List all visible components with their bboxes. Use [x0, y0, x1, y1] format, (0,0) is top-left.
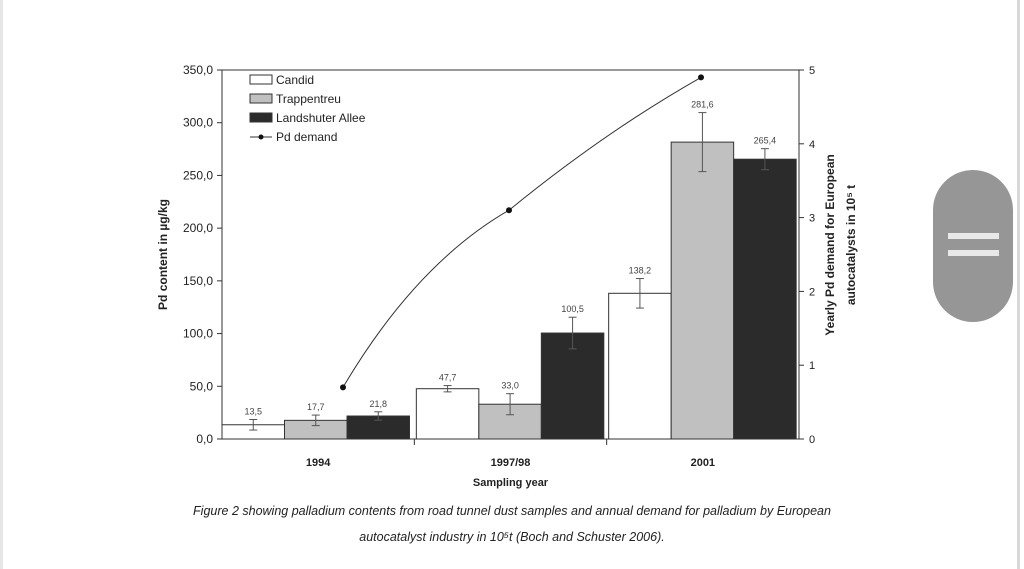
- page-border-left: [0, 0, 3, 569]
- y-tick-label: 200,0: [183, 221, 213, 235]
- bar-candid: [415, 388, 480, 440]
- data-label: 17,7: [307, 402, 325, 412]
- pd-demand-point: [340, 384, 346, 391]
- y2-tick-label: 2: [809, 286, 815, 298]
- bar-candid: [608, 292, 672, 440]
- figure-caption-line2: autocatalyst industry in 10⁵t (Boch and …: [359, 530, 665, 544]
- data-label: 21,8: [369, 399, 387, 409]
- y-tick-label: 150,0: [183, 274, 213, 288]
- legend-label: Candid: [276, 73, 314, 87]
- figure-caption-line1: Figure 2 showing palladium contents from…: [193, 504, 831, 518]
- data-label: 281,6: [691, 100, 714, 110]
- legend-swatch: [249, 74, 273, 85]
- bar-landshuter-allee: [540, 332, 605, 440]
- bar-trappentreu: [670, 141, 735, 440]
- y2-tick-label: 0: [809, 434, 815, 446]
- x-axis-label: Sampling year: [473, 477, 549, 489]
- handle-grip-line: [948, 250, 999, 256]
- legend-label: Trappentreu: [276, 92, 341, 106]
- y-axis-label: Pd content in µg/kg: [156, 199, 170, 310]
- y-tick-label: 250,0: [183, 168, 213, 182]
- x-tick-label: 1997/98: [491, 457, 531, 469]
- data-label: 265,4: [754, 136, 777, 146]
- legend-label: Landshuter Allee: [276, 111, 366, 125]
- bar-landshuter-allee: [733, 158, 797, 440]
- bar-chart: 0,0 50,0 100,0 150,0 200,0 250,0 300,0 350,0 0 1 2…: [156, 63, 858, 489]
- y-tick-label: 300,0: [183, 116, 213, 130]
- y-tick-label: 50,0: [190, 379, 214, 393]
- data-label: 13,5: [244, 406, 262, 416]
- pd-demand-point: [506, 207, 512, 214]
- y2-axis-label: Yearly Pd demand for European: [823, 154, 837, 335]
- x-tick-label: 2001: [691, 457, 715, 469]
- y2-axis-label: autocatalysts in 10⁵ t: [844, 185, 858, 305]
- legend-marker: [258, 134, 264, 140]
- y-tick-label: 100,0: [183, 327, 213, 341]
- pd-demand-point: [698, 74, 704, 81]
- y2-tick-label: 5: [809, 65, 815, 77]
- y-tick-label: 0,0: [196, 432, 213, 446]
- page-border-right: [1017, 0, 1020, 569]
- legend-swatch: [249, 93, 273, 104]
- data-label: 100,5: [561, 304, 584, 314]
- x-tick-label: 1994: [306, 457, 331, 469]
- y-tick-label: 350,0: [183, 63, 213, 77]
- y2-tick-label: 4: [809, 139, 815, 151]
- legend-swatch: [249, 112, 273, 123]
- data-label: 138,2: [629, 266, 652, 276]
- data-label: 47,7: [439, 373, 457, 383]
- data-label: 33,0: [501, 381, 519, 391]
- drag-handle[interactable]: [933, 170, 1013, 322]
- y2-tick-label: 3: [809, 213, 815, 225]
- y2-tick-label: 1: [809, 360, 815, 372]
- legend-label: Pd demand: [276, 130, 337, 144]
- handle-grip-line: [948, 233, 999, 239]
